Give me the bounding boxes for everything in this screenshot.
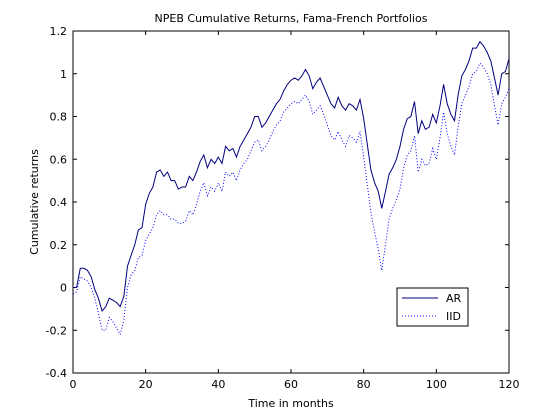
- x-tick-label: 20: [139, 378, 153, 391]
- y-tick-label: -0.2: [46, 324, 67, 337]
- x-tick-label: 40: [211, 378, 225, 391]
- y-tick-label: 0.8: [50, 111, 68, 124]
- y-tick-label: -0.4: [46, 367, 67, 380]
- y-tick-label: 0.2: [50, 239, 68, 252]
- x-axis-title: Time in months: [247, 397, 334, 410]
- y-tick-label: 1: [60, 68, 67, 81]
- y-tick-label: 0.6: [50, 153, 68, 166]
- x-tick-label: 100: [426, 378, 447, 391]
- y-tick-label: 0.4: [50, 196, 68, 209]
- y-tick-label: 0: [60, 282, 67, 295]
- legend-label-ar: AR: [446, 292, 462, 305]
- y-axis-title: Cumulative returns: [28, 149, 41, 255]
- legend-label-iid: IID: [446, 310, 461, 323]
- x-tick-label: 80: [357, 378, 371, 391]
- chart-title: NPEB Cumulative Returns, Fama-French Por…: [155, 12, 428, 25]
- x-tick-label: 120: [499, 378, 520, 391]
- y-tick-label: 1.2: [50, 25, 68, 38]
- legend: AR IID: [397, 288, 468, 326]
- x-tick-label: 0: [70, 378, 77, 391]
- x-tick-label: 60: [284, 378, 298, 391]
